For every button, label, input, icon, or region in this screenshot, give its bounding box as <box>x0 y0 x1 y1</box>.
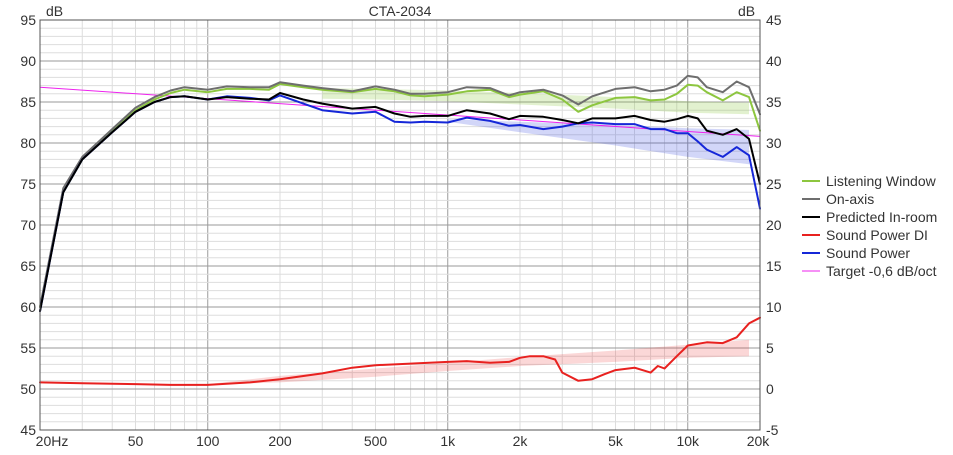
y-tick-label-right: 25 <box>766 176 782 192</box>
y-tick-label-left: 60 <box>20 299 36 315</box>
y-tick-label-left: 80 <box>20 135 36 151</box>
y-tick-label-right: 40 <box>766 53 782 69</box>
y-tick-label-right: 5 <box>766 340 774 356</box>
x-tick-label: 20Hz <box>36 433 69 449</box>
plot-frame <box>39 19 761 431</box>
y-tick-label-left: 90 <box>20 53 36 69</box>
x-tick-label: 500 <box>364 433 388 449</box>
y-unit-right: dB <box>738 3 755 19</box>
x-tick-label: 1k <box>440 433 456 449</box>
y-tick-label-right: 15 <box>766 258 782 274</box>
x-tick-label: 10k <box>676 433 700 449</box>
x-tick-label: 20k <box>747 433 771 449</box>
legend-label: Sound Power DI <box>826 227 928 243</box>
y-tick-label-left: 70 <box>20 217 36 233</box>
y-tick-label-left: 45 <box>20 422 36 438</box>
y-unit-left: dB <box>46 3 63 19</box>
y-tick-label-right: 35 <box>766 94 782 110</box>
chart-title: CTA-2034 <box>369 3 432 19</box>
legend-label: Predicted In-room <box>826 209 937 225</box>
x-tick-label: 200 <box>268 433 292 449</box>
y-tick-label-right: 30 <box>766 135 782 151</box>
legend-label: Sound Power <box>826 245 910 261</box>
series-line-on-axis <box>39 74 761 308</box>
y-tick-label-left: 55 <box>20 340 36 356</box>
series-line-listening-window <box>39 83 761 308</box>
y-tick-label-right: 45 <box>766 12 782 28</box>
series-line-predicted-in-room <box>39 92 761 313</box>
y-tick-label-right: 10 <box>766 299 782 315</box>
y-tick-label-left: 75 <box>20 176 36 192</box>
x-tick-label: 50 <box>128 433 144 449</box>
y-tick-label-left: 85 <box>20 94 36 110</box>
legend-label: Listening Window <box>826 173 937 189</box>
y-tick-label-left: 65 <box>20 258 36 274</box>
x-tick-label: 2k <box>513 433 529 449</box>
y-tick-label-right: 20 <box>766 217 782 233</box>
y-tick-label-left: 95 <box>20 12 36 28</box>
y-tick-label-right: -5 <box>766 422 779 438</box>
x-tick-label: 100 <box>196 433 220 449</box>
band-listening-window <box>322 88 749 115</box>
series-line-sound-power-di <box>39 316 761 386</box>
legend-label: Target -0,6 dB/oct <box>826 263 937 279</box>
y-tick-label-left: 50 <box>20 381 36 397</box>
legend-label: On-axis <box>826 191 874 207</box>
x-tick-label: 5k <box>608 433 624 449</box>
y-tick-label-right: 0 <box>766 381 774 397</box>
